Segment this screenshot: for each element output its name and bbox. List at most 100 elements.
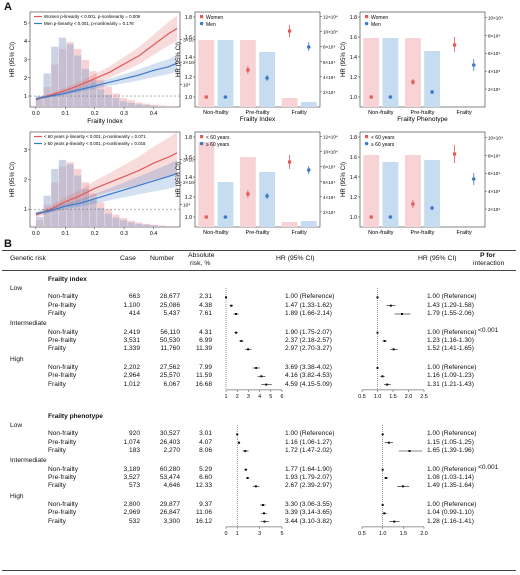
row-number: 11,760 bbox=[160, 345, 180, 353]
y-tick-label: 1.4 bbox=[350, 55, 357, 61]
header-hr-1: HR (95% CI) bbox=[276, 255, 315, 262]
legend-swatch bbox=[200, 135, 204, 139]
count-bar-blue bbox=[382, 162, 399, 227]
row-hr-1: 1.16 (1.06-1.27) bbox=[285, 438, 332, 446]
y-tick-label: 5 bbox=[24, 21, 27, 27]
y-tick-label: 1 bbox=[24, 94, 27, 100]
row-case: 663 bbox=[128, 293, 140, 301]
row-hr-2: 1.28 (1.16-1.41) bbox=[427, 517, 474, 525]
y2-tick-label: 10⁴ bbox=[183, 83, 190, 89]
hist-bar-blue bbox=[43, 73, 51, 107]
row-label: Non-frailty bbox=[48, 430, 79, 438]
risk-group-label: Intermediate bbox=[10, 320, 47, 328]
row-absolute-risk: 4.38 bbox=[199, 301, 212, 309]
y2-tick-label: 8×10⁴ bbox=[488, 33, 500, 38]
table-rule bbox=[2, 270, 516, 271]
risk-group-label: High bbox=[10, 492, 24, 500]
category-label: Frailty bbox=[292, 110, 307, 116]
y2-tick-label: 2×10⁴ bbox=[183, 180, 196, 186]
hr-bar-chart-1: Non-frailty Pre-frailty Frailty 1.0 1.2 1.4 1.… bbox=[175, 11, 338, 123]
y-tick-label: 1.2 bbox=[185, 195, 192, 201]
x-tick-label: 0.2 bbox=[91, 111, 99, 117]
row-hr-2: 1.31 (1.21-1.43) bbox=[427, 380, 474, 388]
y-tick-label: 1.0 bbox=[185, 215, 192, 221]
y2-tick-label: 4×10⁴ bbox=[323, 75, 335, 80]
row-number: 2,270 bbox=[163, 447, 180, 454]
y2-tick-label: 10×10⁴ bbox=[488, 15, 503, 20]
hr-point-1 bbox=[265, 194, 269, 198]
category-label: Non-frailty bbox=[368, 110, 394, 116]
row-absolute-risk: 9.37 bbox=[199, 501, 212, 508]
section-title: Frailty index bbox=[48, 276, 87, 283]
row-case: 532 bbox=[128, 517, 140, 525]
row-hr-2: 1.79 (1.55-2.06) bbox=[427, 310, 474, 317]
legend-swatch bbox=[365, 135, 369, 139]
x-tick-label: 0.0 bbox=[32, 111, 40, 117]
y2-tick-label: 10×10⁴ bbox=[323, 30, 338, 35]
count-bar-blue bbox=[300, 221, 317, 227]
row-hr-2: 1.65 (1.39-1.96) bbox=[427, 447, 474, 454]
row-hr-2: 1.00 (Reference) bbox=[427, 364, 477, 371]
row-hr-2: 1.23 (1.16-1.30) bbox=[427, 337, 474, 344]
y-tick-label: 1.0 bbox=[185, 95, 192, 101]
row-label: Non-frailty bbox=[48, 364, 79, 371]
hist-bar-blue bbox=[135, 223, 143, 227]
p-interaction-value: <0.001 bbox=[478, 327, 499, 334]
y2-tick-label: 2×10⁴ bbox=[323, 210, 335, 215]
row-number: 27,562 bbox=[159, 364, 180, 371]
y-tick-label: 1.8 bbox=[350, 15, 357, 21]
hist-bar-blue bbox=[112, 217, 120, 227]
x-tick-label: 0.4 bbox=[150, 111, 158, 117]
row-number: 30,527 bbox=[159, 430, 180, 438]
legend-label: Men bbox=[206, 22, 216, 28]
legend-label: Women bbox=[371, 15, 388, 21]
row-label: Non-frailty bbox=[48, 328, 79, 336]
y-tick-label: 1.6 bbox=[350, 35, 357, 41]
hr-point-1 bbox=[223, 215, 228, 219]
row-number: 26,847 bbox=[159, 509, 180, 517]
count-bar-blue bbox=[300, 102, 317, 107]
hist-bar-red bbox=[158, 105, 166, 107]
x-tick-label: 0.2 bbox=[91, 231, 99, 236]
risk-group-label: High bbox=[10, 355, 24, 363]
y2-tick-label: 6×10⁴ bbox=[323, 60, 335, 65]
hist-bar-blue bbox=[58, 159, 67, 227]
legend-label: < 60 years bbox=[206, 135, 230, 141]
row-hr-2: 1.04 (0.99-1.10) bbox=[427, 509, 474, 517]
y2-tick-label: 3×10⁴ bbox=[183, 158, 196, 164]
row-case: 920 bbox=[128, 430, 140, 438]
row-label: Non-frailty bbox=[48, 465, 79, 473]
row-hr-2: 1.52 (1.41-1.65) bbox=[427, 345, 474, 353]
plot-frame bbox=[194, 11, 321, 108]
hr-point-0 bbox=[369, 95, 373, 99]
row-case: 573 bbox=[128, 482, 140, 490]
row-case: 2,202 bbox=[123, 364, 140, 371]
hist-bar-blue bbox=[35, 216, 44, 227]
hist-bar-blue bbox=[112, 98, 120, 107]
hist-bar-blue bbox=[104, 213, 112, 227]
row-hr-1: 1.47 (1.33-1.62) bbox=[285, 301, 332, 309]
row-number: 60,280 bbox=[159, 465, 180, 473]
hr-point-0 bbox=[204, 215, 208, 219]
legend-label: < 60 years p-linearity < 0.001, p-nonlin… bbox=[44, 134, 146, 139]
row-label: Non-frailty bbox=[48, 501, 79, 508]
hr-bar-chart-2: Non-frailty Pre-frailty Frailty 1.0 1.2 1.4 1.… bbox=[340, 11, 503, 123]
y-axis-label: HR (95% CI) bbox=[175, 162, 182, 197]
row-absolute-risk: 12.33 bbox=[195, 482, 212, 490]
row-hr-1: 1.00 (Reference) bbox=[285, 293, 335, 301]
row-label: Frailty bbox=[48, 517, 66, 525]
table-rule bbox=[2, 570, 516, 571]
row-absolute-risk: 8.06 bbox=[199, 447, 212, 454]
series-line-0 bbox=[35, 152, 178, 216]
row-absolute-risk: 6.60 bbox=[199, 474, 212, 481]
count-bar-blue bbox=[259, 172, 275, 227]
row-hr-1: 4.16 (3.82-4.53) bbox=[285, 372, 332, 380]
hist-bar-blue bbox=[51, 168, 59, 227]
count-bar-blue bbox=[424, 160, 440, 227]
hist-bar-blue bbox=[142, 224, 151, 227]
row-hr-1: 1.89 (1.66-2.14) bbox=[285, 310, 332, 317]
x-axis-label: Frailty Index bbox=[87, 118, 123, 125]
header-p-interaction: P for bbox=[480, 252, 496, 259]
x-tick-label: 0.1 bbox=[61, 111, 69, 117]
y-tick-label: 4 bbox=[24, 39, 27, 45]
